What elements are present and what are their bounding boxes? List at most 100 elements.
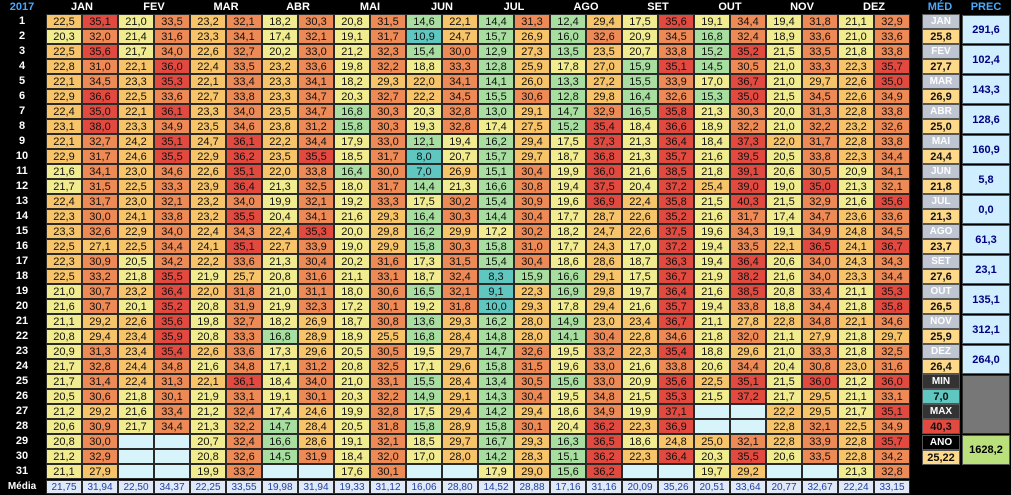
- min-temp-cell: 19,9: [190, 464, 226, 479]
- min-temp-cell: 17,5: [406, 404, 442, 419]
- month-header-ago: AGO: [550, 0, 622, 14]
- max-temp-cell: 23,0: [586, 314, 622, 329]
- min-temp-cell: 18,8: [766, 299, 802, 314]
- min-temp-cell: 10,0: [478, 299, 514, 314]
- min-temp-cell: 21,9: [190, 269, 226, 284]
- max-temp-cell: 28,6: [586, 254, 622, 269]
- min-temp-cell: 15,8: [406, 239, 442, 254]
- max-temp-cell: 29,8: [586, 284, 622, 299]
- min-temp-cell: 22,9: [46, 149, 82, 164]
- max-temp-cell: 28,9: [298, 329, 334, 344]
- min-temp-cell: 20,3: [406, 104, 442, 119]
- min-label: MIN: [922, 374, 960, 389]
- summary-precipitation: 61,3: [962, 225, 1010, 254]
- min-temp-cell: 24,2: [118, 134, 154, 149]
- max-temp-cell: 36,6: [82, 89, 118, 104]
- min-temp-cell: 17,2: [334, 299, 370, 314]
- max-temp-cell: 32,8: [370, 404, 406, 419]
- min-temp-cell: 22,4: [622, 194, 658, 209]
- min-temp-cell: 13,0: [478, 104, 514, 119]
- min-temp-cell: 25,0: [694, 434, 730, 449]
- min-temp-cell: 22,1: [118, 104, 154, 119]
- min-temp-cell: 14,5: [262, 449, 298, 464]
- min-temp-cell: 20,2: [262, 44, 298, 59]
- min-temp-cell: 21,2: [838, 374, 874, 389]
- month-header-dez: DEZ: [838, 0, 910, 14]
- min-temp-cell: 24,3: [838, 254, 874, 269]
- min-temp-cell: 15,4: [478, 254, 514, 269]
- max-temp-cell: 30,2: [442, 194, 478, 209]
- min-temp-cell: 22,8: [838, 434, 874, 449]
- day-label: 6: [0, 89, 44, 104]
- min-temp-cell: 22,6: [190, 164, 226, 179]
- max-temp-cell: 30,8: [370, 314, 406, 329]
- min-temp-cell: 23,3: [190, 29, 226, 44]
- summary-precipitation: 143,3: [962, 75, 1010, 104]
- min-temp-cell: 22,0: [190, 284, 226, 299]
- max-temp-cell: 28,0: [442, 449, 478, 464]
- min-temp-cell: 15,8: [478, 419, 514, 434]
- min-temp-cell: 16,2: [478, 314, 514, 329]
- max-temp-cell: 32,9: [802, 194, 838, 209]
- min-temp-cell: 20,8: [190, 299, 226, 314]
- min-temp-cell: 23,2: [262, 59, 298, 74]
- max-temp-cell: 35,7: [658, 299, 694, 314]
- min-temp-cell: 22,8: [622, 329, 658, 344]
- min-temp-cell: 20,8: [262, 269, 298, 284]
- max-temp-cell: 36,7: [730, 74, 766, 89]
- max-temp-cell: 34,9: [154, 119, 190, 134]
- max-temp-cell: 38,5: [730, 284, 766, 299]
- min-average-cell: 22,24: [838, 480, 874, 494]
- max-temp-cell: 30,3: [730, 104, 766, 119]
- min-temp-cell: 22,8: [838, 104, 874, 119]
- max-temp-cell: 33,8: [730, 299, 766, 314]
- max-temp-cell: 35,8: [874, 299, 910, 314]
- min-temp-cell: 20,2: [334, 254, 370, 269]
- min-temp-cell: 17,1: [262, 359, 298, 374]
- max-temp-cell: 31,7: [730, 209, 766, 224]
- max-temp-cell: 39,0: [730, 179, 766, 194]
- min-temp-cell: 18,7: [334, 314, 370, 329]
- min-temp-cell: 22,4: [262, 224, 298, 239]
- max-temp-cell: 34,9: [874, 419, 910, 434]
- max-temp-cell: 35,6: [658, 14, 694, 29]
- min-temp-cell: 17,2: [478, 224, 514, 239]
- min-temp-cell: 21,7: [118, 419, 154, 434]
- min-temp-cell: 20,4: [622, 179, 658, 194]
- annual-average: 25,22: [922, 450, 960, 465]
- max-temp-cell: 29,7: [442, 434, 478, 449]
- max-temp-cell: 29,3: [370, 209, 406, 224]
- min-temp-cell: 19,4: [766, 14, 802, 29]
- max-temp-cell: 32,1: [802, 419, 838, 434]
- min-temp-cell: 21,4: [118, 29, 154, 44]
- min-temp-cell: 23,4: [622, 314, 658, 329]
- max-temp-cell: 24,7: [586, 224, 622, 239]
- min-temp-cell: 22,8: [766, 419, 802, 434]
- max-temp-cell: 34,7: [802, 209, 838, 224]
- min-temp-cell: 23,5: [262, 104, 298, 119]
- min-temp-cell: 15,5: [406, 374, 442, 389]
- min-temp-cell: 21,3: [694, 104, 730, 119]
- min-temp-cell: 23,2: [190, 209, 226, 224]
- max-temp-cell: 29,7: [874, 329, 910, 344]
- min-temp-cell: 20,6: [46, 419, 82, 434]
- summary-avg-value: 21,3: [922, 209, 960, 224]
- min-temp-cell: 20,3: [334, 89, 370, 104]
- min-temp-cell: 19,1: [334, 434, 370, 449]
- min-temp-cell: 15,8: [406, 419, 442, 434]
- summary-avg-value: 25,9: [922, 329, 960, 344]
- min-temp-cell: 21,0: [766, 119, 802, 134]
- max-temp-cell: 30,4: [514, 254, 550, 269]
- max-temp-cell: 30,9: [82, 254, 118, 269]
- max-temp-cell: 33,8: [874, 134, 910, 149]
- max-temp-cell: 30,4: [298, 254, 334, 269]
- max-temp-cell: 26,9: [298, 314, 334, 329]
- min-temp-cell: 20,1: [118, 299, 154, 314]
- min-temp-cell: 22,3: [622, 344, 658, 359]
- max-temp-cell: 29,5: [802, 404, 838, 419]
- max-temp-cell: 34,0: [802, 254, 838, 269]
- max-temp-cell: 31,7: [370, 29, 406, 44]
- min-temp-cell: 22,2: [766, 404, 802, 419]
- max-temp-cell: 33,5: [730, 239, 766, 254]
- min-temp-cell: 14,1: [550, 329, 586, 344]
